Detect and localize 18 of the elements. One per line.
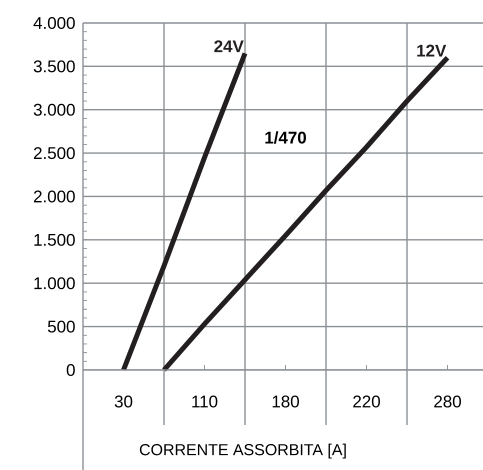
y-tick-label: 4.000 [33,16,75,29]
y-tick-label: 3.000 [34,104,75,116]
x-axis-title: CORRENTE ASSORBITA [A] [140,444,346,458]
x-tick-label: 280 [434,396,461,408]
y-tick-label: 0 [66,364,75,376]
y-tick-label: 2.000 [34,190,75,202]
y-tick-label: 500 [48,320,75,333]
x-tick-label: 180 [272,396,299,408]
y-tick-label: 1.500 [34,234,75,246]
x-tick-label: 220 [353,396,380,408]
y-tick-label: 1.000 [34,277,75,290]
annotation: 1/470 [265,131,306,144]
series-label: 12V [417,44,446,56]
x-tick-label: 30 [114,396,132,408]
series-label: 24V [214,40,244,52]
y-tick-label: 3.500 [34,60,75,72]
x-tick-label: 110 [192,396,218,408]
y-tick-label: 2.500 [34,147,75,160]
